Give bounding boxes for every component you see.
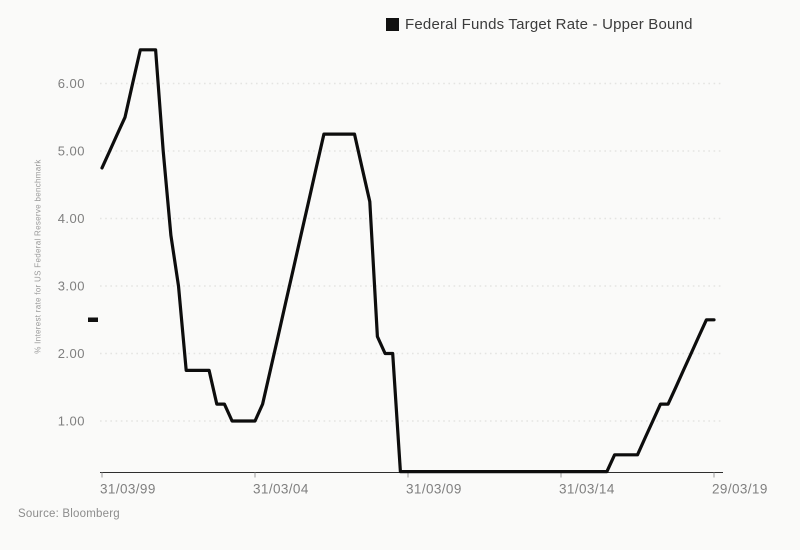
- y-tick-label: 4.00: [58, 211, 85, 226]
- rate-series-line: [100, 48, 716, 474]
- legend-label: Federal Funds Target Rate - Upper Bound: [405, 16, 693, 33]
- y-tick-label: 5.00: [58, 144, 85, 159]
- y-tick-label: 1.00: [58, 414, 85, 429]
- x-tick-label: 31/03/04: [253, 482, 309, 497]
- y-axis-title: % Interest rate for US Federal Reserve b…: [33, 159, 43, 354]
- x-tick-label: 31/03/09: [406, 482, 462, 497]
- y-tick-label: 6.00: [58, 76, 85, 91]
- y-tick-label: 2.00: [58, 346, 85, 361]
- source-credit: Source: Bloomberg: [18, 508, 120, 520]
- legend-item-federal-funds[interactable]: Federal Funds Target Rate - Upper Bound: [386, 16, 693, 33]
- x-tick-label: 31/03/99: [100, 482, 156, 497]
- x-tick-label: 29/03/19: [712, 482, 768, 497]
- y-tick-label: 3.00: [58, 279, 85, 294]
- x-tick-label: 31/03/14: [559, 482, 615, 497]
- legend-marker-icon: [386, 18, 399, 31]
